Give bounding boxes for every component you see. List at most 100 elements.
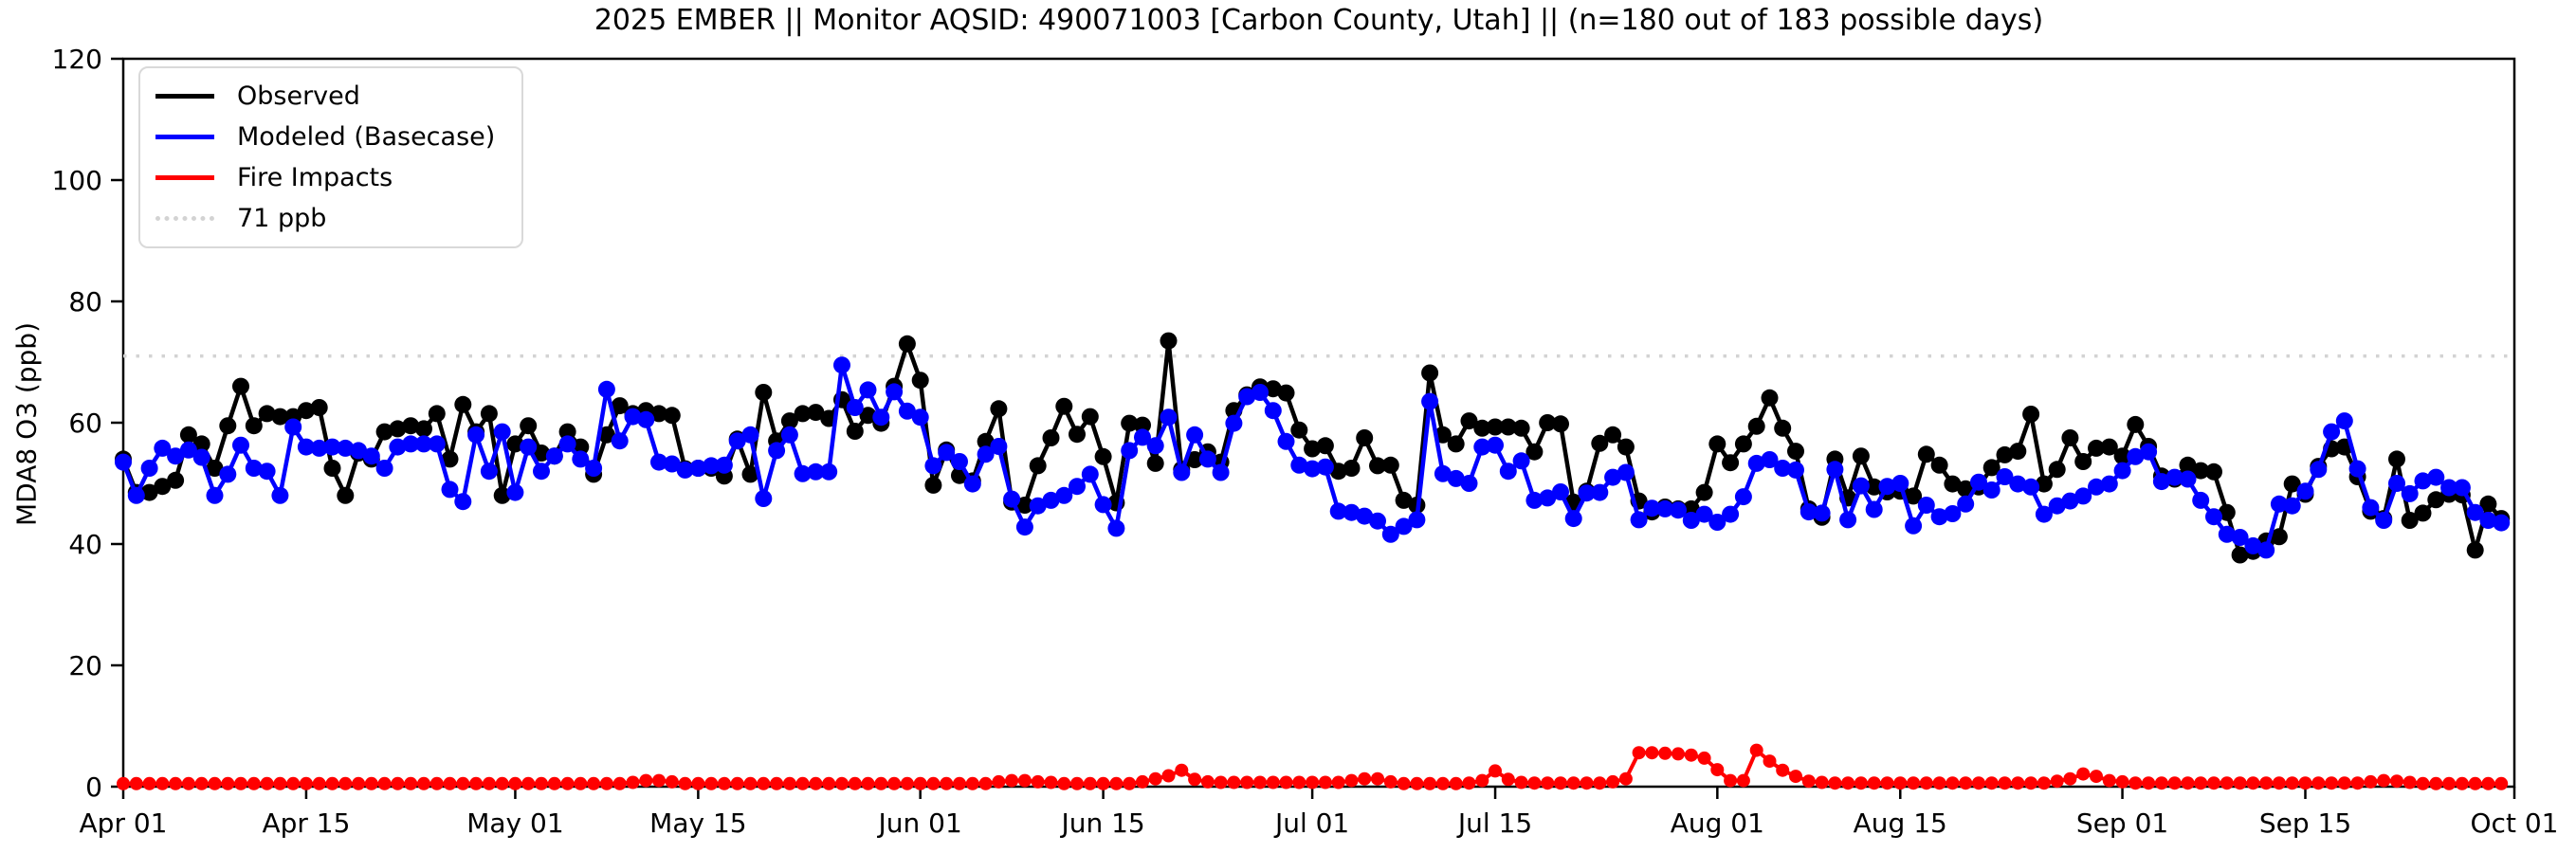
legend: Observed Modeled (Basecase) Fire Impacts…: [138, 66, 524, 248]
data-point-fire-impacts: [2142, 776, 2156, 790]
data-point-fire-impacts: [612, 776, 627, 790]
data-point-modeled-basecase: [859, 381, 877, 399]
data-point-fire-impacts: [1188, 772, 1202, 787]
data-point-fire-impacts: [181, 776, 195, 790]
data-point-observed: [1015, 497, 1033, 514]
data-point-modeled-basecase: [898, 402, 916, 420]
y-tick-label: 120: [52, 44, 102, 75]
data-point-fire-impacts: [2298, 776, 2312, 790]
data-point-modeled-basecase: [2035, 505, 2053, 523]
data-point-fire-impacts: [2090, 770, 2103, 784]
data-point-observed: [977, 432, 995, 450]
data-point-observed: [533, 445, 550, 462]
data-point-modeled-basecase: [1852, 477, 1870, 495]
data-point-fire-impacts: [626, 775, 640, 789]
data-point-modeled-basecase: [846, 399, 864, 416]
data-point-fire-impacts: [364, 776, 378, 790]
data-point-modeled-basecase: [2127, 447, 2145, 465]
data-point-fire-impacts: [1566, 776, 1580, 790]
data-point-modeled-basecase: [1800, 503, 1818, 521]
data-point-modeled-basecase: [154, 439, 172, 457]
legend-line-71ppb-sample: [155, 216, 214, 221]
data-point-observed: [1081, 408, 1099, 426]
data-point-observed: [454, 395, 472, 413]
x-tick-label: Oct 01: [2471, 808, 2559, 839]
data-point-modeled-basecase: [1957, 495, 1975, 513]
data-point-observed: [1944, 475, 1962, 493]
data-point-observed: [741, 465, 759, 483]
data-point-observed: [2061, 429, 2079, 446]
data-point-fire-impacts: [1580, 776, 1594, 790]
data-point-observed: [2218, 503, 2236, 521]
data-point-fire-impacts: [2402, 775, 2417, 789]
data-point-fire-impacts: [1266, 775, 1280, 789]
data-point-modeled-basecase: [2061, 492, 2079, 510]
data-point-fire-impacts: [234, 776, 247, 790]
data-point-modeled-basecase: [597, 380, 615, 398]
data-point-fire-impacts: [391, 776, 405, 790]
data-point-observed: [663, 407, 681, 425]
data-point-observed: [1146, 454, 1164, 472]
data-point-modeled-basecase: [2323, 423, 2341, 441]
x-tick-label: Jun 15: [1059, 808, 1144, 839]
data-point-observed: [794, 405, 812, 423]
data-point-fire-impacts: [1161, 769, 1176, 783]
data-point-modeled-basecase: [1512, 452, 1530, 470]
data-point-modeled-basecase: [206, 486, 224, 504]
data-point-modeled-basecase: [1408, 511, 1426, 529]
data-point-fire-impacts: [2181, 776, 2195, 790]
data-point-fire-impacts: [1462, 776, 1476, 790]
data-point-fire-impacts: [1136, 774, 1149, 789]
data-point-modeled-basecase: [389, 438, 407, 456]
data-point-fire-impacts: [1554, 776, 1567, 790]
x-tick-label: Aug 01: [1671, 808, 1764, 839]
data-point-modeled-basecase: [637, 410, 655, 428]
data-point-modeled-basecase: [572, 450, 590, 468]
data-point-fire-impacts: [1932, 776, 1946, 790]
data-point-fire-impacts: [286, 776, 301, 790]
data-point-modeled-basecase: [1343, 503, 1361, 521]
y-tick-label: 0: [85, 771, 102, 803]
data-point-modeled-basecase: [676, 461, 694, 479]
data-point-observed: [611, 397, 629, 415]
data-point-modeled-basecase: [1930, 508, 1948, 526]
data-point-fire-impacts: [429, 776, 444, 790]
data-point-observed: [1852, 447, 1870, 465]
data-point-modeled-basecase: [192, 448, 210, 466]
data-point-fire-impacts: [443, 776, 457, 790]
data-point-modeled-basecase: [624, 408, 642, 426]
data-point-fire-impacts: [208, 776, 222, 790]
data-point-fire-impacts: [1815, 775, 1829, 789]
data-point-modeled-basecase: [611, 432, 629, 450]
data-point-fire-impacts: [1841, 776, 1855, 790]
series-fire-impacts: [117, 743, 2509, 790]
legend-label-observed: Observed: [237, 82, 360, 111]
data-point-fire-impacts: [2390, 774, 2403, 789]
series-modeled-basecase: [115, 356, 2511, 559]
data-point-modeled-basecase: [127, 486, 145, 504]
data-point-fire-impacts: [1306, 775, 1320, 789]
data-point-modeled-basecase: [1826, 461, 1844, 479]
data-point-modeled-basecase: [1447, 469, 1465, 487]
data-point-modeled-basecase: [1121, 442, 1139, 460]
data-point-modeled-basecase: [2205, 508, 2222, 526]
data-point-modeled-basecase: [2493, 514, 2511, 532]
data-point-modeled-basecase: [2113, 462, 2131, 480]
data-point-observed: [859, 407, 877, 425]
data-point-modeled-basecase: [2479, 512, 2497, 529]
data-point-fire-impacts: [1618, 771, 1633, 786]
data-point-modeled-basecase: [1251, 384, 1269, 401]
data-point-observed: [167, 471, 185, 489]
data-point-modeled-basecase: [545, 447, 563, 465]
data-point-fire-impacts: [312, 776, 326, 790]
data-point-observed: [402, 417, 420, 435]
data-point-fire-impacts: [574, 776, 588, 790]
x-tick-label: Jul 01: [1273, 808, 1349, 839]
data-point-observed: [1329, 463, 1347, 481]
data-point-modeled-basecase: [1055, 486, 1073, 504]
data-point-modeled-basecase: [2466, 503, 2484, 521]
data-point-modeled-basecase: [2257, 541, 2275, 559]
data-point-modeled-basecase: [2231, 529, 2249, 546]
data-point-fire-impacts: [2311, 776, 2326, 790]
data-point-modeled-basecase: [1277, 432, 1295, 450]
